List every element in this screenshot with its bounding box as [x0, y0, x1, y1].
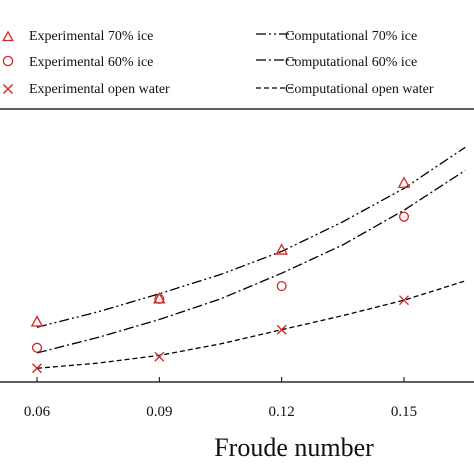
- legend-item-experimental-open-water: Experimental open water: [3, 82, 170, 97]
- data-point-experimental-60-ice: [398, 211, 410, 222]
- x-axis-ticks: 0.06 0.09 0.12 0.15: [24, 377, 417, 420]
- x-tick-label: 0.06: [24, 404, 51, 420]
- series-line-computational-open-water: [36, 280, 466, 369]
- legend-item-computational-open-water: Computational open water: [256, 82, 434, 97]
- x-tick-label: 0.09: [146, 404, 172, 420]
- data-point-experimental-open-water: [276, 324, 287, 335]
- legend-item-experimental-70-ice: Experimental 70% ice: [2, 29, 153, 44]
- data-point-experimental-70-ice: [397, 176, 411, 188]
- legend: Experimental 70% ice Computational 70% i…: [2, 29, 434, 97]
- legend-label-computational-60-ice: Computational 60% ice: [285, 55, 417, 70]
- legend-circle-marker: [2, 55, 14, 67]
- plot-area: [30, 146, 466, 374]
- legend-triangle-marker: [2, 30, 14, 42]
- series-line-computational-70-ice: [36, 146, 466, 328]
- legend-label-computational-open-water: Computational open water: [285, 82, 434, 97]
- x-tick-label: 0.12: [269, 404, 295, 420]
- legend-label-experimental-60-ice: Experimental 60% ice: [29, 55, 153, 70]
- legend-label-experimental-70-ice: Experimental 70% ice: [29, 29, 153, 44]
- data-point-experimental-70-ice: [275, 243, 288, 255]
- legend-item-computational-70-ice: Computational 70% ice: [256, 29, 417, 44]
- x-tick-label: 0.15: [391, 404, 417, 420]
- data-point-experimental-70-ice: [30, 315, 44, 327]
- legend-cross-marker: [3, 84, 13, 94]
- data-point-experimental-60-ice: [154, 293, 165, 304]
- x-axis-title: Froude number: [214, 433, 374, 462]
- data-point-experimental-open-water: [154, 351, 165, 362]
- legend-item-experimental-60-ice: Experimental 60% ice: [2, 55, 153, 70]
- legend-label-computational-70-ice: Computational 70% ice: [285, 29, 417, 44]
- legend-item-computational-60-ice: Computational 60% ice: [256, 55, 417, 70]
- series-line-computational-60-ice: [36, 169, 466, 354]
- data-point-experimental-60-ice: [276, 280, 287, 292]
- data-point-experimental-60-ice: [31, 342, 43, 353]
- data-point-experimental-open-water: [32, 363, 42, 374]
- legend-label-experimental-open-water: Experimental open water: [29, 82, 170, 97]
- data-point-experimental-open-water: [399, 295, 409, 306]
